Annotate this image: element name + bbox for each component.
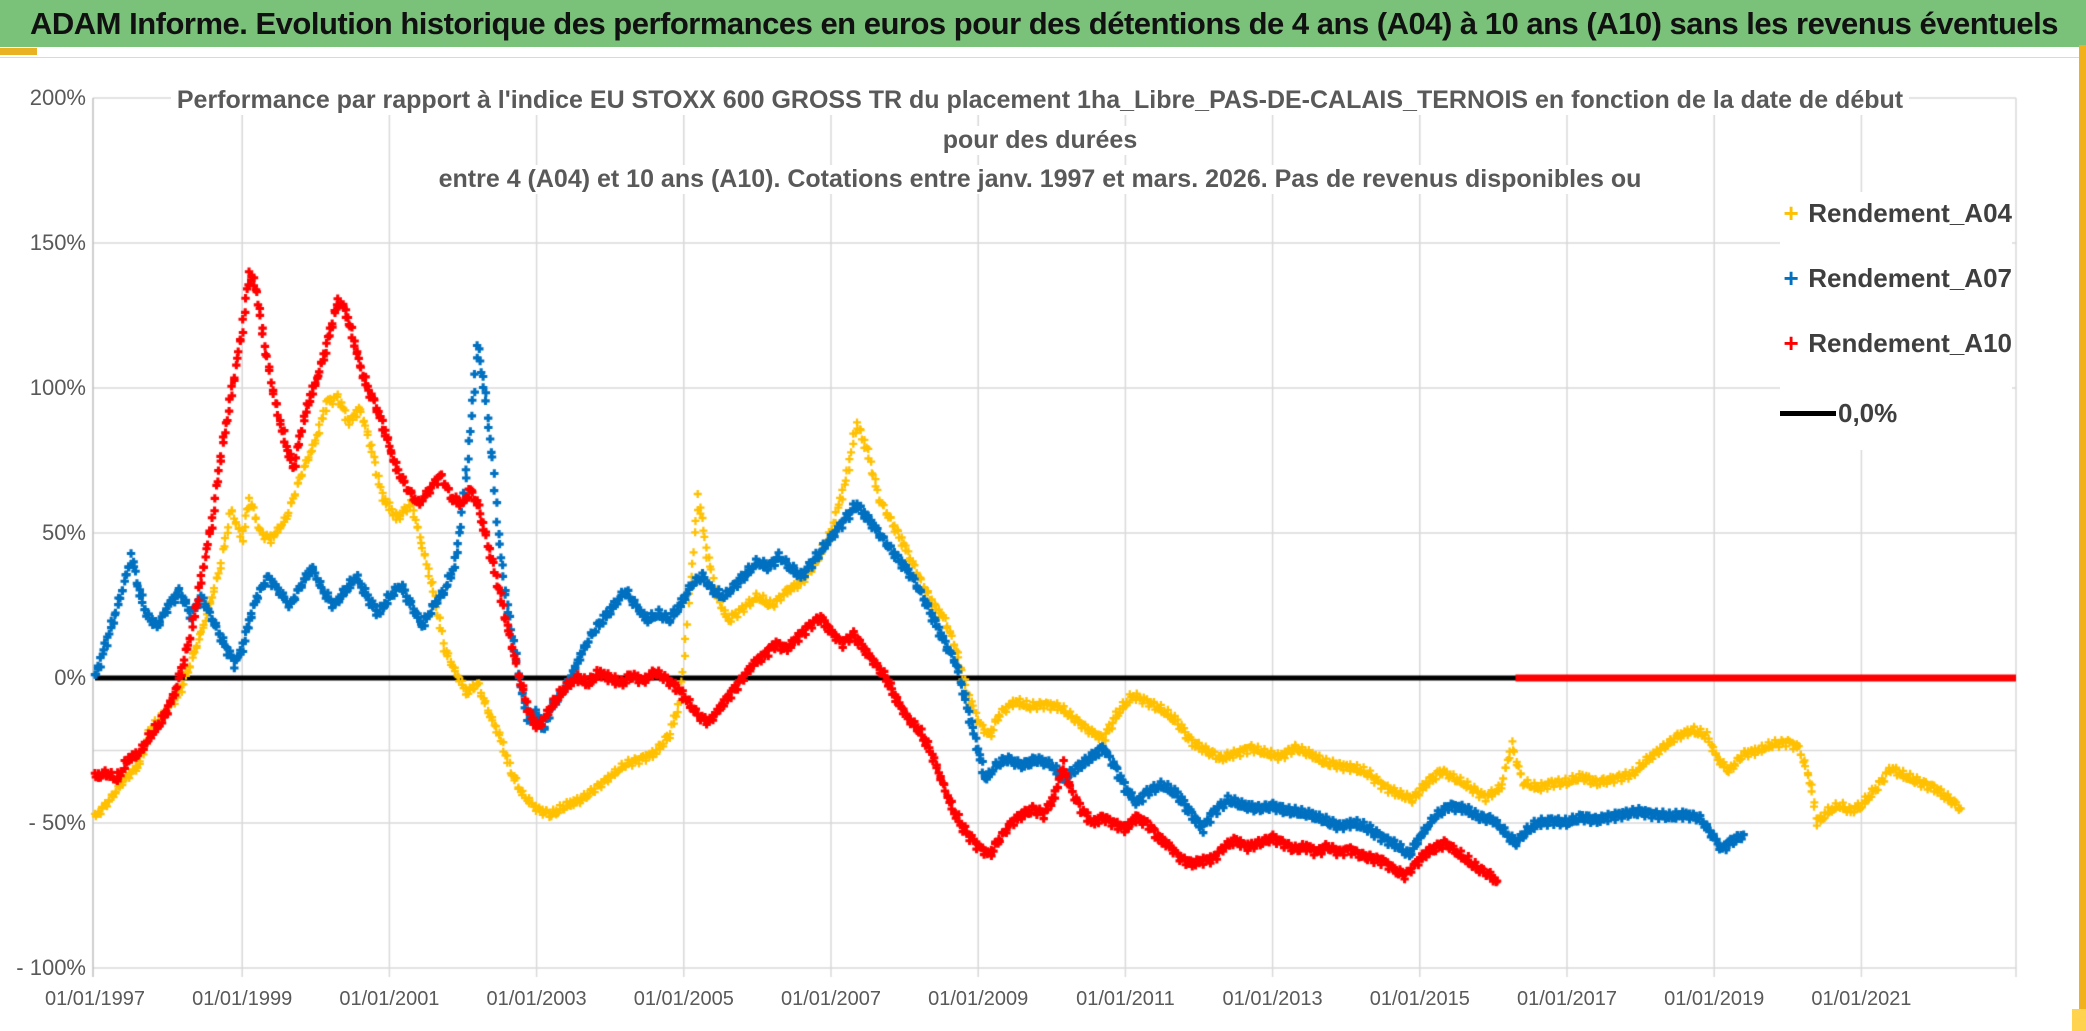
y-tick-label: - 100%: [16, 955, 86, 980]
chart-legend: + Rendement_A04 + Rendement_A07 + Rendement_A…: [1780, 192, 2012, 450]
y-tick-label: 100%: [29, 375, 86, 400]
y-tick-label: 150%: [29, 230, 86, 255]
x-tick-label: 01/01/2017: [1516, 988, 1618, 1010]
legend-item-0-0-: 0,0%: [1780, 392, 2012, 434]
x-tick-label: 01/01/2007: [780, 988, 882, 1010]
x-tick-label: 01/01/2009: [928, 988, 1029, 1010]
header-separator: [0, 57, 2086, 58]
gold-accent-corner: [2072, 1009, 2086, 1031]
x-tick-label: 01/01/2019: [1664, 988, 1765, 1010]
x-tick-label: 01/01/2021: [1811, 988, 1912, 1010]
x-tick-label: 01/01/1999: [192, 988, 293, 1010]
legend-item-rendement-a04: + Rendement_A04: [1780, 192, 2012, 234]
legend-plus-marker: +: [1783, 328, 1799, 358]
gold-accent-strip: [2079, 45, 2086, 1031]
x-tick-label: 01/01/1997: [44, 988, 146, 1010]
x-tick-label: 01/01/2013: [1222, 988, 1323, 1010]
legend-plus-marker: +: [1783, 263, 1799, 293]
x-tick-label: 01/01/2011: [1076, 988, 1175, 1010]
legend-item-rendement-a07: + Rendement_A07: [1780, 257, 2012, 299]
y-tick-label: 0%: [54, 665, 86, 690]
legend-item-rendement-a10: + Rendement_A10: [1780, 322, 2012, 364]
header-title: ADAM Informe. Evolution historique des p…: [30, 5, 2059, 41]
y-tick-label: - 50%: [28, 810, 86, 835]
y-tick-label: 50%: [41, 520, 86, 545]
x-tick-label: 01/01/2003: [486, 988, 587, 1010]
legend-line-swatch: [1780, 410, 1836, 416]
x-tick-label: 01/01/2015: [1369, 988, 1470, 1010]
y-tick-label: 200%: [29, 85, 86, 110]
x-tick-label: 01/01/2005: [633, 988, 734, 1010]
legend-label: Rendement_A10: [1808, 327, 2012, 358]
legend-label: Rendement_A07: [1808, 262, 2012, 293]
x-tick-label: 01/01/2001: [339, 988, 440, 1010]
legend-label: Rendement_A04: [1808, 197, 2012, 228]
legend-label: 0,0%: [1838, 397, 1898, 428]
header-bar: ADAM Informe. Evolution historique des p…: [0, 0, 2086, 47]
gold-accent-dash: [0, 48, 37, 55]
legend-plus-marker: +: [1783, 198, 1799, 228]
